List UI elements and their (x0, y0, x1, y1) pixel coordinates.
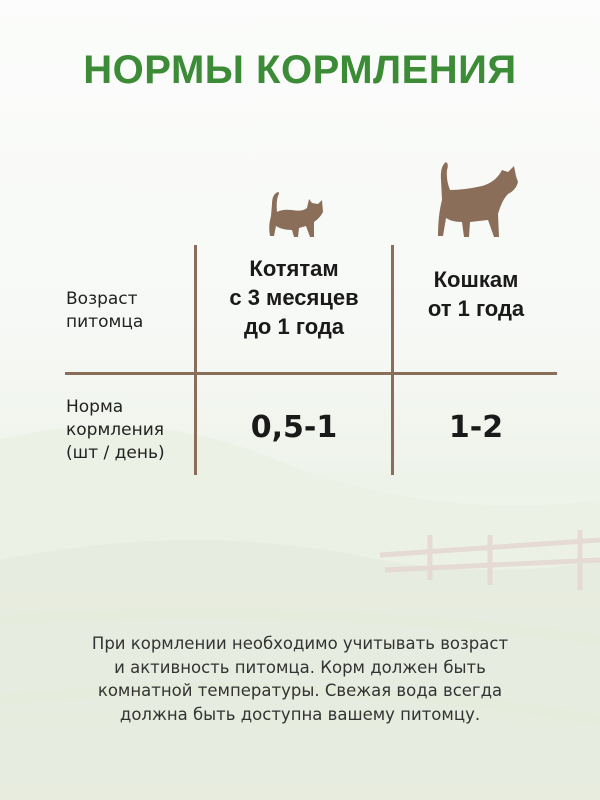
note-line: комнатной температуры. Свежая вода всегд… (97, 681, 503, 700)
page-title: НОРМЫ КОРМЛЕНИЯ (83, 48, 517, 92)
note-line: и активность питомца. Корм должен быть (114, 657, 486, 677)
row-label-line: (шт / день) (66, 443, 165, 463)
note-line: должна быть доступна вашему питомцу. (119, 704, 481, 724)
header-line: с 3 месяцев (229, 285, 359, 310)
value-cats: 1-2 (448, 410, 504, 445)
row-label-line: Возраст (66, 289, 138, 309)
column-header-kittens: Котятам с 3 месяцев до 1 года (197, 254, 391, 341)
table-divider-horizontal (65, 372, 557, 375)
note-line: При кормлении необходимо учитывать возра… (91, 634, 509, 653)
row-label-line: кормления (66, 420, 164, 440)
header-line: до 1 года (243, 314, 345, 339)
header-line: от 1 года (427, 296, 525, 321)
row-label-age: Возраст питомца (66, 288, 143, 334)
header-line: Котятам (249, 256, 339, 281)
table-divider-vertical-2 (391, 245, 394, 475)
cat-icon (438, 162, 518, 237)
feeding-note: При кормлении необходимо учитывать возра… (40, 632, 560, 726)
kitten-icon (269, 192, 323, 237)
column-header-cats: Кошкам от 1 года (394, 265, 558, 323)
value-kittens: 0,5-1 (250, 410, 338, 445)
table-divider-vertical-1 (194, 245, 197, 475)
row-label-norm: Норма кормления (шт / день) (66, 396, 165, 465)
row-label-line: Норма (66, 397, 124, 417)
header-line: Кошкам (433, 267, 519, 292)
row-label-line: питомца (66, 312, 144, 332)
